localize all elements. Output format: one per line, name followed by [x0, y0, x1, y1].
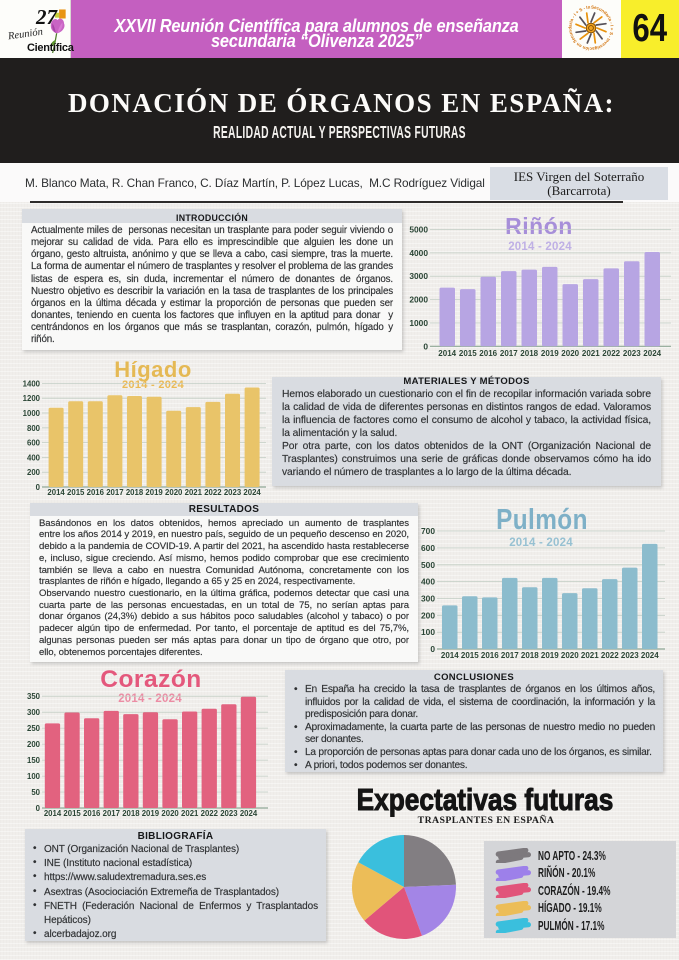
- svg-text:2022: 2022: [201, 809, 219, 818]
- svg-text:5000: 5000: [409, 225, 428, 235]
- svg-text:2019: 2019: [142, 809, 160, 818]
- svg-text:2018: 2018: [122, 809, 140, 818]
- svg-text:2017: 2017: [500, 349, 518, 358]
- svg-text:600: 600: [27, 439, 41, 448]
- svg-text:2021: 2021: [181, 809, 199, 818]
- svg-text:2023: 2023: [220, 809, 238, 818]
- svg-text:2015: 2015: [459, 349, 477, 358]
- svg-text:1000: 1000: [23, 409, 41, 418]
- svg-text:2016: 2016: [83, 809, 101, 818]
- svg-text:2021: 2021: [582, 349, 600, 358]
- svg-text:350: 350: [27, 692, 41, 701]
- svg-text:400: 400: [421, 577, 435, 587]
- svg-text:2014: 2014: [44, 809, 62, 818]
- svg-text:2020: 2020: [561, 349, 579, 358]
- svg-text:100: 100: [27, 772, 41, 781]
- svg-text:2022: 2022: [204, 488, 222, 497]
- svg-text:2016: 2016: [481, 651, 499, 660]
- svg-text:2020: 2020: [161, 809, 179, 818]
- svg-text:100: 100: [421, 627, 435, 637]
- svg-text:2017: 2017: [501, 651, 519, 660]
- svg-text:250: 250: [27, 724, 41, 733]
- svg-text:0: 0: [36, 804, 41, 813]
- svg-text:2014: 2014: [47, 488, 65, 497]
- svg-text:2014: 2014: [438, 349, 456, 358]
- svg-text:2017: 2017: [106, 488, 123, 497]
- svg-text:2019: 2019: [541, 651, 559, 660]
- svg-text:2018: 2018: [126, 488, 144, 497]
- svg-text:2021: 2021: [581, 651, 599, 660]
- svg-text:200: 200: [27, 468, 41, 477]
- svg-text:150: 150: [27, 756, 41, 765]
- svg-text:2024: 2024: [243, 488, 261, 497]
- svg-text:2022: 2022: [601, 651, 619, 660]
- svg-text:2019: 2019: [145, 488, 163, 497]
- svg-text:0: 0: [36, 483, 41, 492]
- svg-text:3000: 3000: [409, 271, 428, 281]
- svg-text:2024: 2024: [641, 651, 659, 660]
- svg-text:2015: 2015: [63, 809, 81, 818]
- svg-text:1200: 1200: [23, 394, 41, 403]
- svg-text:1000: 1000: [409, 318, 428, 328]
- svg-text:2018: 2018: [520, 349, 538, 358]
- svg-text:800: 800: [27, 424, 41, 433]
- svg-text:2023: 2023: [623, 349, 641, 358]
- svg-text:600: 600: [421, 543, 435, 553]
- svg-text:2017: 2017: [103, 809, 120, 818]
- svg-text:400: 400: [27, 453, 41, 462]
- svg-text:500: 500: [421, 560, 435, 570]
- svg-text:0: 0: [430, 644, 435, 654]
- svg-text:200: 200: [27, 740, 41, 749]
- svg-text:2019: 2019: [541, 349, 559, 358]
- svg-text:0: 0: [423, 341, 428, 351]
- svg-text:2000: 2000: [409, 295, 428, 305]
- svg-text:2023: 2023: [224, 488, 242, 497]
- svg-text:1400: 1400: [23, 379, 41, 388]
- svg-text:2023: 2023: [621, 651, 639, 660]
- svg-text:2015: 2015: [67, 488, 85, 497]
- svg-text:2020: 2020: [165, 488, 183, 497]
- svg-text:2018: 2018: [521, 651, 539, 660]
- svg-text:2014: 2014: [441, 651, 459, 660]
- svg-text:2022: 2022: [602, 349, 620, 358]
- svg-text:2016: 2016: [479, 349, 497, 358]
- svg-text:2024: 2024: [240, 809, 258, 818]
- svg-text:700: 700: [421, 526, 435, 536]
- svg-text:2020: 2020: [561, 651, 579, 660]
- svg-text:2016: 2016: [87, 488, 105, 497]
- svg-text:2024: 2024: [643, 349, 661, 358]
- svg-text:300: 300: [27, 708, 41, 717]
- svg-text:4000: 4000: [409, 248, 428, 258]
- svg-text:50: 50: [31, 788, 40, 797]
- svg-text:2021: 2021: [185, 488, 203, 497]
- svg-text:300: 300: [421, 593, 435, 603]
- svg-text:2015: 2015: [461, 651, 479, 660]
- svg-text:200: 200: [421, 610, 435, 620]
